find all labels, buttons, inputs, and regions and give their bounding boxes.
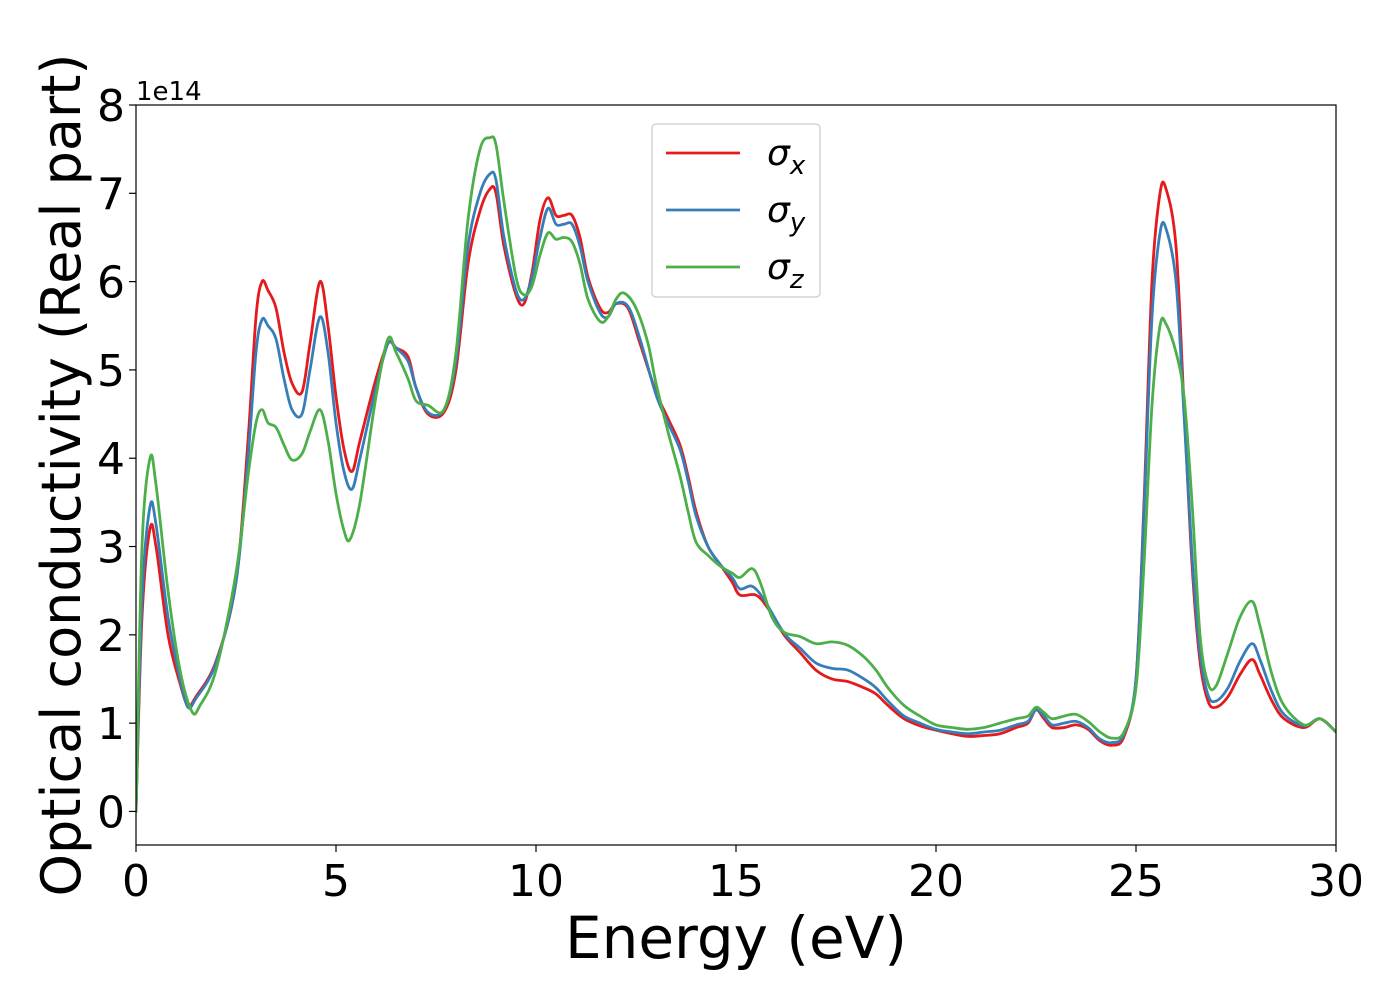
series-line-y	[136, 170, 1336, 813]
legend: σx σy σz	[651, 123, 821, 298]
y-tick-label: 1	[97, 699, 125, 750]
x-tick-label: 20	[908, 856, 964, 907]
x-tick-label: 0	[122, 856, 150, 907]
x-tick-label: 10	[508, 856, 564, 907]
y-axis-ticks: 0 1 2 3 4 5 6 7 8	[97, 81, 136, 838]
x-axis-label: Energy (eV)	[565, 904, 907, 972]
y-tick-label: 2	[97, 611, 125, 662]
x-tick-label: 30	[1308, 856, 1364, 907]
y-tick-label: 4	[97, 434, 125, 485]
x-tick-label: 5	[322, 856, 350, 907]
x-axis-ticks: 0 5 10 15 20 25 30	[122, 845, 1364, 907]
legend-label-z: σz	[767, 247, 805, 295]
y-axis-label: Optical conductivity (Real part)	[30, 54, 93, 897]
y-scale-label: 1e14	[136, 77, 202, 107]
series-line-z	[136, 135, 1336, 813]
legend-label-x: σx	[767, 133, 806, 181]
y-tick-label: 3	[97, 523, 125, 574]
y-tick-label: 8	[97, 81, 125, 132]
y-tick-label: 0	[97, 787, 125, 838]
y-tick-label: 7	[97, 169, 125, 220]
y-tick-label: 6	[97, 258, 125, 309]
y-tick-label: 5	[97, 346, 125, 397]
legend-label-y: σy	[767, 190, 806, 238]
x-tick-label: 25	[1108, 856, 1164, 907]
x-tick-label: 15	[708, 856, 764, 907]
series-layer	[136, 135, 1336, 813]
